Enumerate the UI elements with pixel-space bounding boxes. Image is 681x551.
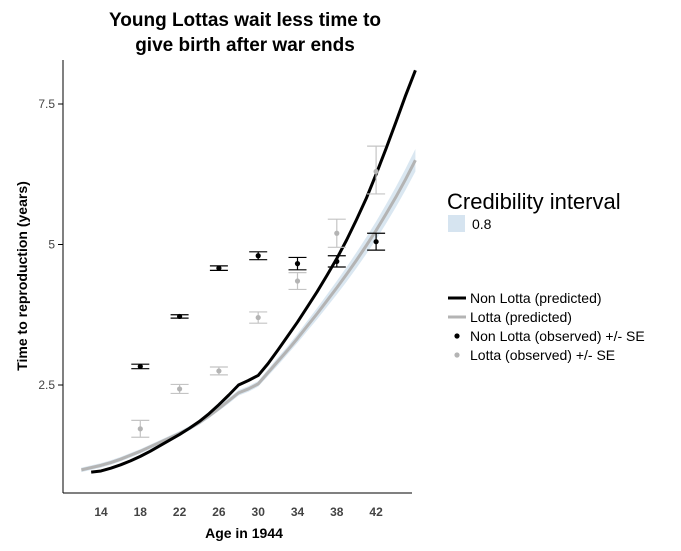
x-axis-title: Age in 1944 <box>205 525 283 541</box>
x-tick-label: 14 <box>94 505 108 519</box>
plot-area <box>81 69 417 474</box>
y-tick-label: 7.5 <box>38 97 55 111</box>
x-tick-label: 18 <box>134 505 148 519</box>
point-lotta-observed-se <box>294 278 301 284</box>
x-axis-ticks: 14 18 22 26 30 34 38 42 <box>94 505 383 519</box>
point-lotta-observed-se <box>137 426 143 432</box>
legend-key-non-lotta-observed <box>454 333 460 339</box>
chart-title: Young Lottas wait less time to give birt… <box>109 10 381 56</box>
legend-label-lotta-predicted: Lotta (predicted) <box>470 309 572 325</box>
point-non-lotta-observed-se <box>373 239 379 245</box>
series-line-lotta-predicted <box>81 159 417 472</box>
chart-title-line-2: give birth after war ends <box>135 35 355 56</box>
ci-legend-label: 0.8 <box>472 216 492 232</box>
legend-key-lotta-observed <box>454 352 460 358</box>
point-lotta-observed-se <box>216 368 222 374</box>
x-tick-label: 22 <box>173 505 187 519</box>
legend: Credibility interval 0.8 Non Lotta (pred… <box>447 189 645 363</box>
y-axis-title: Time to reproduction (years) <box>14 181 30 371</box>
y-tick-label: 5 <box>48 238 55 252</box>
point-non-lotta-observed-se <box>334 258 340 264</box>
ci-legend-title: Credibility interval <box>447 189 621 214</box>
point-non-lotta-observed-se <box>137 363 143 370</box>
point-lotta-observed-se <box>177 386 183 392</box>
point-non-lotta-observed-se <box>255 253 261 259</box>
point-lotta-observed-se <box>373 168 379 175</box>
legend-label-lotta-observed: Lotta (observed) +/- SE <box>470 347 615 363</box>
point-non-lotta-observed-se <box>177 313 183 320</box>
x-tick-label: 38 <box>330 505 344 519</box>
point-lotta-observed-se <box>255 314 261 321</box>
point-lotta-observed-se <box>334 230 340 236</box>
point-non-lotta-observed-se <box>294 261 301 267</box>
y-axis-ticks: 2.5 5 7.5 <box>38 97 63 392</box>
legend-label-non-lotta-observed: Non Lotta (observed) +/- SE <box>470 328 645 344</box>
x-tick-label: 42 <box>369 505 383 519</box>
ci-band-non-lotta-predicted <box>91 69 416 474</box>
x-tick-label: 30 <box>252 505 266 519</box>
ci-legend-swatch <box>448 215 465 232</box>
series-line-non-lotta-predicted <box>91 69 417 474</box>
y-tick-label: 2.5 <box>38 378 55 392</box>
x-tick-label: 26 <box>212 505 226 519</box>
point-non-lotta-observed-se <box>216 265 222 271</box>
x-tick-label: 34 <box>291 505 305 519</box>
legend-label-non-lotta-predicted: Non Lotta (predicted) <box>470 290 602 306</box>
chart-title-line-1: Young Lottas wait less time to <box>109 10 381 31</box>
